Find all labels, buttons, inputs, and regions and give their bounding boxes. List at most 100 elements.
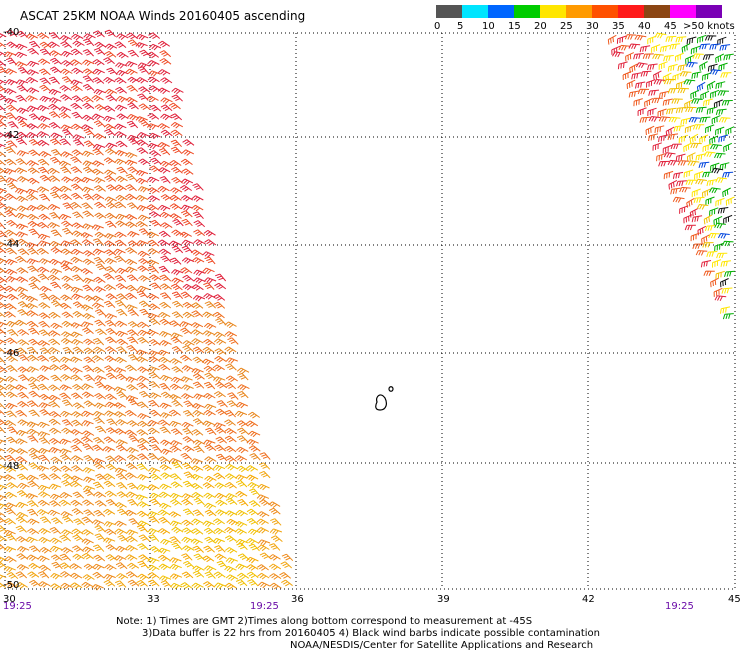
wind-barb	[171, 166, 183, 174]
wind-barb	[61, 283, 74, 290]
wind-barb	[227, 392, 239, 400]
wind-barb	[159, 402, 172, 410]
wind-barb	[27, 204, 40, 212]
wind-barb	[126, 447, 139, 454]
wind-barb	[71, 419, 83, 427]
wind-barb	[204, 444, 217, 451]
wind-barb	[687, 160, 700, 167]
wind-barb	[135, 116, 148, 123]
wind-barb	[170, 473, 182, 481]
wind-barb	[180, 267, 193, 274]
wind-barb	[72, 222, 85, 229]
wind-barb	[0, 247, 7, 254]
legend-tick: 40	[638, 21, 651, 32]
wind-barb	[116, 482, 128, 490]
wind-barb	[6, 293, 19, 301]
wind-barb	[247, 482, 260, 489]
wind-barb	[59, 553, 72, 561]
wind-barb	[60, 240, 73, 247]
wind-barb	[710, 277, 719, 288]
wind-barb	[236, 435, 249, 443]
wind-barb	[61, 176, 74, 183]
wind-barb	[94, 402, 107, 409]
wind-barb	[61, 275, 74, 283]
wind-barb	[648, 116, 661, 122]
wind-barb	[103, 57, 115, 65]
wind-barb	[692, 53, 704, 59]
wind-barb	[70, 102, 83, 110]
wind-barb	[202, 251, 215, 258]
wind-barb	[50, 554, 63, 561]
wind-barb	[148, 85, 161, 93]
wind-barb	[4, 193, 17, 200]
wind-barb	[659, 45, 671, 53]
wind-barb	[103, 105, 116, 113]
wind-barb	[203, 409, 216, 417]
wind-barb	[157, 87, 171, 95]
wind-barb	[171, 542, 183, 551]
wind-barb	[81, 538, 94, 545]
wind-barb	[127, 134, 140, 142]
wind-barb	[125, 535, 138, 543]
wind-barb	[4, 556, 17, 563]
wind-barb	[93, 133, 106, 140]
wind-barb	[103, 273, 115, 280]
wind-barb	[138, 103, 151, 111]
wind-barb	[159, 426, 171, 434]
footnote-line-3: NOAA/NESDIS/Center for Satellite Applica…	[290, 640, 594, 651]
wind-barb	[15, 409, 28, 417]
wind-barb	[181, 218, 193, 227]
wind-barb	[48, 338, 61, 346]
wind-barb	[28, 113, 41, 121]
wind-barb	[105, 427, 118, 434]
lon-label: 42	[582, 594, 595, 605]
wind-barb	[135, 77, 149, 84]
wind-barb	[225, 473, 238, 480]
wind-barb	[203, 381, 216, 390]
wind-barb	[15, 438, 28, 445]
wind-barb	[270, 518, 282, 526]
wind-barb	[246, 508, 259, 516]
wind-barb	[215, 408, 228, 416]
wind-barb	[38, 571, 50, 579]
wind-barb	[683, 79, 696, 85]
wind-barb	[171, 277, 184, 285]
wind-barb	[182, 301, 195, 309]
wind-barb	[257, 564, 269, 571]
wind-barb	[137, 132, 150, 139]
wind-barb	[106, 418, 118, 426]
wind-barb	[103, 473, 116, 481]
wind-barb	[147, 572, 160, 579]
wind-barb	[180, 158, 193, 166]
wind-barb	[116, 373, 129, 381]
wind-barb	[170, 498, 183, 506]
wind-barb	[0, 543, 7, 551]
wind-barb	[706, 179, 717, 187]
wind-barb	[125, 266, 138, 273]
wind-barb	[717, 90, 730, 96]
wind-barb	[684, 224, 696, 231]
wind-barb	[138, 300, 151, 308]
wind-barb	[37, 158, 50, 166]
wind-barb	[137, 420, 150, 428]
footnote-line-1: Note: 1) Times are GMT 2)Times along bot…	[116, 616, 533, 627]
wind-barb	[204, 277, 217, 284]
wind-barb	[125, 364, 137, 372]
wind-barb	[0, 159, 6, 166]
wind-barb	[190, 249, 203, 257]
wind-barb	[631, 72, 642, 80]
wind-barb	[48, 294, 61, 302]
lon-label: 36	[291, 594, 304, 605]
wind-barb	[158, 167, 171, 174]
wind-barb	[116, 338, 129, 346]
wind-barb	[136, 147, 149, 154]
wind-barb	[61, 331, 74, 338]
wind-barb	[58, 106, 72, 113]
wind-barb	[38, 123, 51, 130]
wind-barb	[125, 213, 138, 221]
wind-barb	[116, 293, 128, 301]
wind-barb	[92, 193, 105, 201]
wind-barb	[81, 202, 93, 210]
wind-barb	[27, 60, 40, 68]
lon-label: 39	[437, 594, 450, 605]
